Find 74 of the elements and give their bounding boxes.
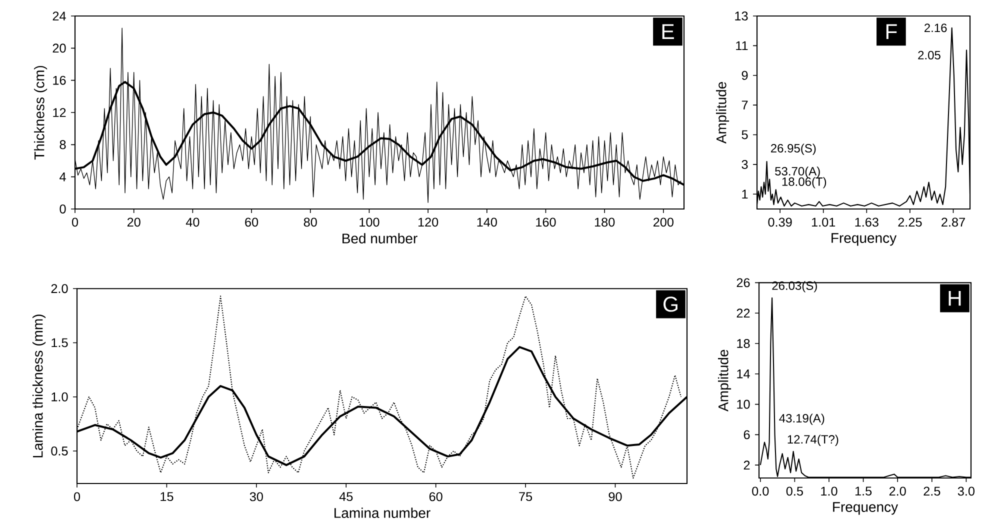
y-tick-label: 20	[52, 44, 66, 53]
y-tick-label: 10	[737, 400, 750, 409]
y-tick-label: 22	[736, 308, 750, 318]
x-tick-label: 100	[360, 218, 380, 227]
y-tick-label: 9	[742, 70, 748, 80]
y-tick-label: 2	[744, 460, 750, 470]
x-tick-label: 90	[608, 492, 622, 502]
y-tick-label: 4	[60, 172, 66, 182]
annotation: 43.19(A)	[779, 414, 824, 425]
x-tick-label: 15	[160, 492, 174, 502]
x-tick-label: 75	[519, 492, 532, 502]
y-tick-label: 7	[742, 100, 748, 110]
annotation: 26.95(S)	[770, 144, 816, 155]
x-tick-label: 80	[304, 218, 317, 227]
annotation: G	[664, 296, 678, 312]
x-tick-label: 1.01	[812, 218, 836, 227]
y-axis-title: Amplitude	[718, 350, 732, 412]
y-axis-title: Lamina thickness (mm)	[32, 314, 46, 458]
annotation: 12.74(T?)	[788, 434, 838, 446]
x-tick-label: 160	[536, 218, 556, 227]
y-axis-title: Thickness (cm)	[34, 66, 48, 160]
x-tick-label: 2.87	[942, 218, 965, 227]
x-axis-title: Lamina number	[334, 508, 430, 518]
annotation: 2.16	[924, 24, 947, 32]
y-tick-label: 1.0	[52, 392, 68, 402]
annotation: E	[662, 24, 674, 39]
annotation: 53.70(A)	[775, 166, 820, 178]
y-tick-label: 2.0	[51, 284, 68, 294]
x-tick-label: 1.0	[821, 486, 838, 496]
x-tick-label: 2.0	[889, 486, 906, 496]
x-axis-title: Frequency	[833, 502, 898, 515]
y-tick-label: 1.5	[52, 338, 68, 348]
y-tick-label: 11	[736, 41, 748, 50]
x-tick-label: 140	[477, 218, 497, 227]
x-tick-label: 45	[339, 492, 353, 502]
y-tick-label: 0.5	[51, 446, 68, 456]
x-tick-label: 1.63	[855, 218, 878, 227]
y-tick-label: 16	[53, 76, 66, 85]
x-tick-label: 0.0	[752, 486, 769, 496]
y-tick-label: 5	[742, 130, 748, 140]
x-tick-label: 180	[594, 218, 615, 227]
y-axis-title: Amplitude	[716, 82, 730, 144]
y-tick-label: 8	[60, 140, 66, 150]
annotation: 18.06(T)	[782, 177, 826, 188]
y-tick-label: 3	[742, 160, 748, 169]
x-axis-title: Frequency	[832, 233, 897, 246]
x-tick-label: 0	[72, 218, 78, 227]
annotation: F	[886, 24, 897, 39]
x-axis-title: Bed number	[342, 233, 418, 244]
y-tick-label: 18	[737, 339, 750, 348]
y-tick-label: 26	[736, 278, 750, 288]
annotation: 2.05	[918, 50, 940, 60]
y-tick-label: 6	[744, 430, 750, 440]
y-tick-label: 13	[735, 12, 748, 20]
x-tick-label: 200	[653, 218, 674, 227]
x-tick-label: 0.39	[768, 218, 792, 227]
x-tick-label: 0	[74, 492, 80, 502]
x-tick-label: 60	[245, 218, 258, 227]
annotation: H	[948, 290, 961, 306]
y-tick-label: 24	[52, 12, 66, 20]
x-tick-label: 2.5	[924, 486, 940, 496]
y-tick-label: 1	[742, 190, 748, 199]
x-tick-label: 120	[418, 218, 438, 227]
y-tick-label: 12	[53, 108, 66, 117]
x-tick-label: 3.0	[958, 486, 975, 496]
x-tick-label: 2.25	[898, 218, 922, 227]
x-tick-label: 40	[186, 218, 200, 227]
x-tick-label: 0.5	[786, 486, 803, 496]
x-tick-label: 1.5	[855, 486, 872, 496]
y-tick-label: 0	[60, 204, 66, 214]
x-tick-label: 30	[250, 492, 263, 502]
x-tick-label: 60	[429, 492, 442, 502]
y-tick-label: 14	[737, 370, 750, 378]
x-tick-label: 20	[127, 218, 140, 227]
